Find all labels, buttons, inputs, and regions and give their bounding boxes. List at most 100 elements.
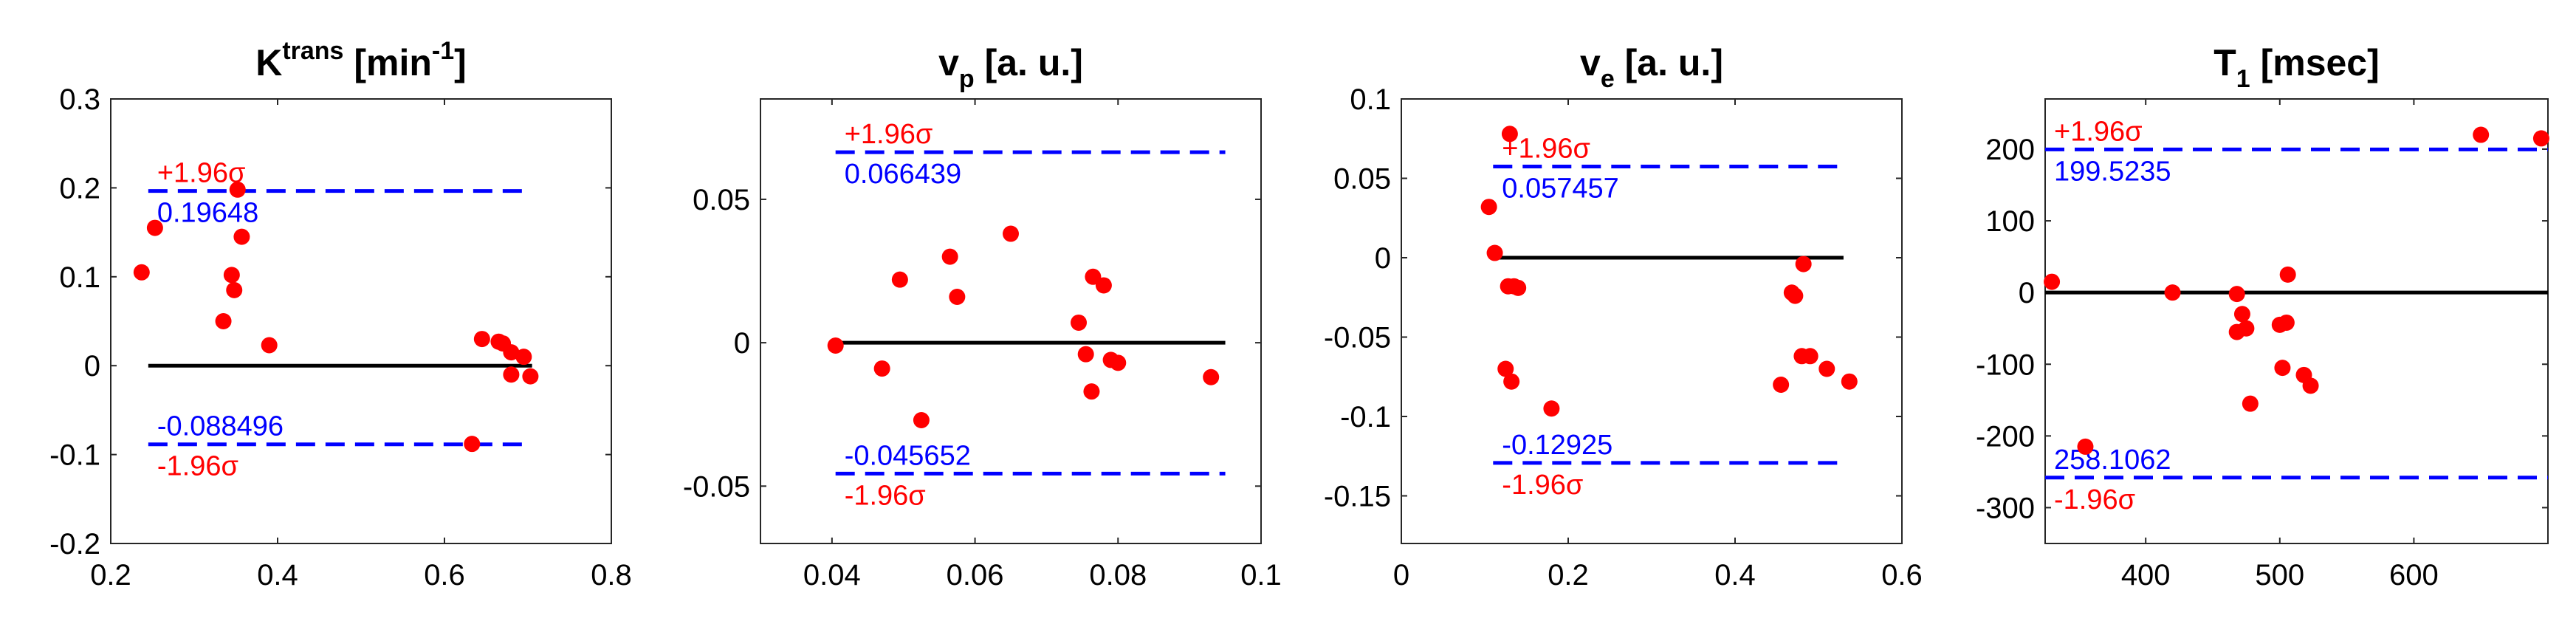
data-point	[503, 344, 520, 361]
data-point	[891, 271, 908, 288]
y-tick-label: -0.2	[49, 528, 100, 560]
x-tick-label: 0.4	[257, 559, 298, 591]
x-tick-label: 0.2	[90, 559, 131, 591]
data-point	[1203, 368, 1220, 385]
data-point	[2278, 314, 2295, 331]
title-units: [min	[343, 42, 431, 83]
data-point	[2242, 395, 2259, 412]
upper-loa-value: 0.057457	[1502, 173, 1619, 204]
x-tick-label: 0.8	[591, 559, 632, 591]
data-point	[2228, 286, 2245, 303]
data-point	[873, 360, 890, 377]
lower-sigma-label: -1.96σ	[845, 480, 926, 511]
data-point	[1003, 225, 1019, 242]
y-tick-label: -200	[1976, 420, 2035, 453]
data-point	[1503, 373, 1520, 390]
title-units-end: ]	[454, 42, 467, 83]
data-point	[1501, 126, 1518, 143]
y-tick-label: 0.1	[1350, 83, 1391, 116]
y-tick-label: -0.1	[1340, 401, 1391, 433]
data-point	[2164, 284, 2181, 301]
data-point	[223, 267, 240, 284]
x-tick-label: 0.06	[947, 559, 1004, 591]
panel-title: ve [a. u.]	[1580, 42, 1723, 93]
y-tick-label: 0.3	[59, 83, 100, 116]
data-point	[226, 281, 243, 298]
data-point	[473, 331, 490, 348]
axes-box	[2044, 98, 2549, 544]
data-point	[1083, 383, 1100, 400]
data-point	[1802, 348, 1818, 365]
y-tick-label: 0	[734, 327, 750, 360]
data-point	[1110, 354, 1127, 371]
y-tick-label: 0	[1375, 242, 1391, 275]
data-point	[464, 436, 481, 453]
x-tick-label: 0.08	[1089, 559, 1147, 591]
title-symbol: T	[2213, 42, 2236, 83]
y-tick-label: 0.05	[693, 184, 750, 216]
x-tick-label: 600	[2389, 559, 2439, 591]
title-subscript: 1	[2236, 65, 2250, 93]
x-tick-label: 0.4	[1714, 559, 1756, 591]
y-tick-label: 100	[1985, 205, 2035, 238]
data-point	[261, 337, 278, 354]
panel-t1: 400 500 600 -300 -200 -100 0 100 200 T1 [msec] +1.…	[1976, 42, 2549, 591]
lower-sigma-label: -1.96σ	[157, 451, 238, 482]
data-point	[2274, 360, 2291, 377]
x-tick-label: 0.6	[424, 559, 465, 591]
axes-box	[110, 98, 612, 544]
upper-loa-value: 0.066439	[845, 159, 962, 190]
data-point	[2532, 130, 2549, 147]
title-units: [msec]	[2250, 42, 2380, 83]
data-point	[1071, 314, 1088, 331]
upper-sigma-label: +1.96σ	[845, 119, 933, 150]
lower-loa-value: -0.088496	[157, 411, 284, 442]
data-point	[2473, 126, 2490, 143]
title-unit-superscript: -1	[432, 37, 454, 65]
data-point	[1795, 255, 1812, 272]
x-tick-label: 0.2	[1548, 559, 1589, 591]
data-point	[215, 313, 232, 329]
y-tick-label: -0.05	[683, 470, 750, 503]
data-point	[1818, 360, 1835, 377]
data-point	[133, 264, 150, 281]
data-point	[2233, 306, 2250, 323]
panel-title: Ktrans [min-1]	[255, 37, 467, 83]
data-point	[2044, 273, 2061, 290]
y-tick-label: 0.2	[59, 172, 100, 205]
lower-sigma-label: -1.96σ	[2054, 484, 2135, 515]
data-point	[1497, 360, 1514, 377]
data-point	[949, 288, 966, 305]
upper-loa-value: 0.19648	[157, 198, 258, 229]
data-point	[1510, 279, 1527, 296]
lower-loa-value: -0.045652	[845, 440, 971, 471]
data-point	[1486, 244, 1503, 261]
y-tick-label: 0	[2019, 277, 2035, 309]
title-symbol: K	[255, 42, 282, 83]
data-point	[941, 248, 958, 265]
upper-sigma-label: +1.96σ	[157, 158, 246, 189]
data-point	[2077, 438, 2094, 455]
lower-loa-value: -0.12925	[1502, 430, 1612, 461]
title-superscript: trans	[282, 37, 343, 65]
data-point	[1773, 377, 1790, 393]
panel-ktrans: 0.2 0.4 0.6 0.8 -0.2 -0.1 0 0.1 0.2 0.3 Ktrans [mi…	[49, 37, 632, 591]
panel-ve: 0 0.2 0.4 0.6 -0.15 -0.1 -0.05 0 0.05 0.1 ve [a. u…	[1324, 42, 1923, 591]
title-symbol: v	[1580, 42, 1601, 83]
data-point	[1543, 400, 1560, 417]
axes-box	[1401, 98, 1903, 544]
y-tick-label: 0	[84, 350, 100, 383]
x-tick-label: 0.04	[803, 559, 861, 591]
data-point	[503, 366, 520, 383]
data-point	[1095, 277, 1112, 294]
data-point	[1077, 346, 1094, 363]
title-subscript: p	[959, 65, 975, 93]
title-symbol: v	[938, 42, 959, 83]
data-point	[827, 337, 844, 354]
x-tick-label: 0.1	[1240, 559, 1282, 591]
title-units: [a. u.]	[1615, 42, 1723, 83]
title-subscript: e	[1601, 65, 1615, 93]
data-point	[1841, 373, 1858, 390]
